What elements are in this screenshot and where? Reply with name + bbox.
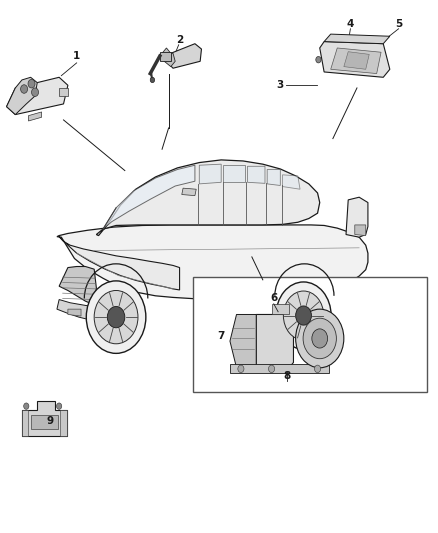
Circle shape (24, 403, 29, 409)
Circle shape (283, 291, 324, 340)
Polygon shape (57, 225, 368, 300)
Circle shape (150, 77, 155, 83)
Polygon shape (57, 300, 131, 328)
Polygon shape (230, 364, 328, 373)
Circle shape (238, 365, 244, 373)
Circle shape (303, 318, 336, 359)
Polygon shape (59, 266, 96, 305)
Polygon shape (59, 88, 68, 96)
Circle shape (312, 329, 328, 348)
Polygon shape (182, 188, 196, 196)
Circle shape (28, 79, 35, 88)
Polygon shape (68, 309, 81, 316)
Polygon shape (162, 48, 175, 67)
Circle shape (296, 306, 311, 325)
Text: 7: 7 (218, 331, 225, 341)
Text: 6: 6 (270, 294, 277, 303)
Polygon shape (60, 410, 67, 436)
Polygon shape (331, 48, 381, 74)
Bar (193, 277, 427, 392)
Polygon shape (31, 415, 58, 429)
Polygon shape (96, 160, 320, 236)
Circle shape (268, 365, 275, 373)
Circle shape (86, 281, 146, 353)
Polygon shape (344, 52, 369, 69)
Polygon shape (355, 225, 366, 236)
Circle shape (57, 403, 62, 409)
Polygon shape (272, 304, 289, 314)
Polygon shape (324, 34, 390, 44)
Circle shape (32, 88, 39, 96)
Circle shape (296, 309, 344, 368)
Text: 2: 2 (176, 35, 183, 45)
Polygon shape (346, 197, 368, 237)
Polygon shape (247, 166, 265, 183)
Text: 8: 8 (283, 371, 290, 381)
Polygon shape (267, 169, 280, 185)
Circle shape (107, 306, 125, 328)
Circle shape (316, 56, 321, 63)
Text: 9: 9 (47, 416, 54, 426)
Polygon shape (90, 290, 131, 306)
Polygon shape (166, 44, 201, 68)
Circle shape (276, 282, 331, 349)
Text: 4: 4 (347, 19, 354, 29)
Polygon shape (22, 410, 28, 436)
Circle shape (314, 365, 321, 373)
Polygon shape (256, 314, 293, 368)
Polygon shape (59, 237, 180, 290)
Polygon shape (283, 175, 300, 189)
Text: 1: 1 (73, 51, 80, 61)
Circle shape (21, 85, 28, 93)
Polygon shape (320, 42, 390, 77)
Polygon shape (22, 401, 67, 436)
Polygon shape (223, 165, 245, 182)
Polygon shape (7, 77, 37, 115)
Polygon shape (28, 112, 42, 121)
Polygon shape (103, 165, 195, 229)
Text: 3: 3 (277, 80, 284, 90)
Polygon shape (199, 164, 221, 184)
Text: 5: 5 (395, 19, 402, 29)
Circle shape (94, 290, 138, 344)
Polygon shape (160, 52, 171, 61)
Polygon shape (230, 314, 256, 368)
Polygon shape (7, 77, 68, 115)
